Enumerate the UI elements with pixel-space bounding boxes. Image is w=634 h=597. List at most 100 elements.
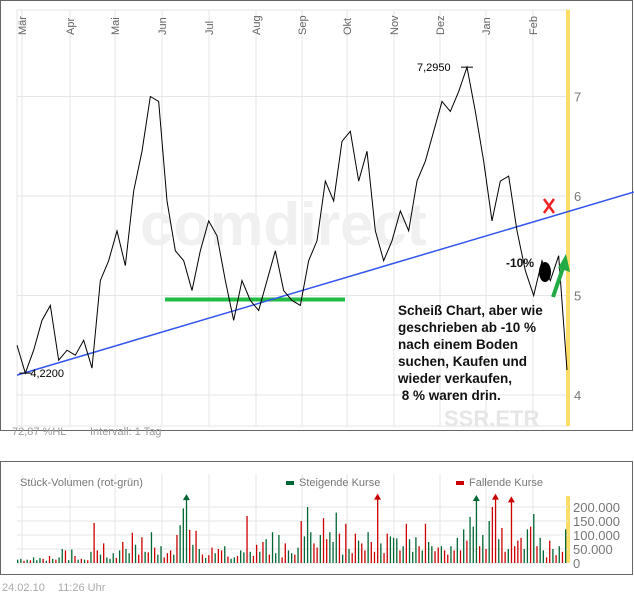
volume-bar xyxy=(77,559,79,563)
volume-bar xyxy=(271,532,274,563)
volume-bar xyxy=(450,546,452,563)
volume-bar xyxy=(220,550,223,563)
volume-bar xyxy=(380,543,382,563)
volume-bar xyxy=(55,559,57,563)
legend-label: Steigende Kurse xyxy=(299,477,380,489)
volume-bar xyxy=(217,549,220,563)
volume-bar xyxy=(52,558,54,563)
month-label: Sep xyxy=(297,15,309,35)
volume-bar xyxy=(157,554,159,563)
volume-tick-label: 100.000 xyxy=(573,528,620,543)
volume-bar xyxy=(23,560,25,563)
volume-bar xyxy=(367,532,369,563)
volume-bar xyxy=(185,499,188,563)
volume-bar xyxy=(447,554,449,563)
volume-bar xyxy=(74,556,76,563)
volume-bar xyxy=(17,559,19,563)
volume-bar xyxy=(466,540,468,563)
volume-bar xyxy=(482,535,484,563)
volume-bar xyxy=(275,553,277,563)
volume-bar xyxy=(421,550,423,563)
volume-bar xyxy=(160,546,162,563)
volume-tick-label: 50.000 xyxy=(573,542,613,557)
volume-bar xyxy=(233,557,235,563)
volume-bar xyxy=(533,514,535,563)
volume-bar xyxy=(227,556,229,563)
volume-bar xyxy=(39,557,41,563)
volume-bar xyxy=(488,521,490,563)
volume-bar xyxy=(243,552,245,563)
volume-bar xyxy=(99,554,102,563)
volume-bar xyxy=(42,558,44,563)
high-label: 7,2950 xyxy=(417,62,451,74)
volume-bar xyxy=(259,551,261,563)
volume-bar xyxy=(163,557,165,563)
month-label: Jun xyxy=(157,17,169,35)
volume-bar xyxy=(150,532,153,563)
month-label: Jul xyxy=(204,21,216,35)
volume-bar xyxy=(341,554,344,563)
volume-bar xyxy=(291,553,293,563)
volume-bar xyxy=(284,543,286,563)
volume-bar xyxy=(510,501,513,563)
volume-bar xyxy=(214,553,216,563)
volume-bar xyxy=(437,547,439,563)
volume-bar xyxy=(418,546,420,563)
volume-bar xyxy=(48,556,51,563)
volume-bar xyxy=(472,526,474,563)
volume-bar xyxy=(313,543,315,563)
volume-bar xyxy=(169,550,172,563)
volume-bar xyxy=(255,544,258,563)
volume-bar xyxy=(469,516,471,563)
volume-bar xyxy=(392,537,395,563)
volume-bar xyxy=(306,507,309,563)
volume-bar xyxy=(453,550,455,563)
volume-bar xyxy=(459,550,462,563)
volume-bar xyxy=(281,557,283,563)
volume-bar xyxy=(561,551,564,563)
volume-bar xyxy=(179,525,181,563)
volume-bar xyxy=(383,553,385,563)
volume-bar xyxy=(204,557,207,563)
volume-bar xyxy=(338,533,341,563)
low-label: 4,2200 xyxy=(30,368,64,380)
price-line xyxy=(16,65,568,375)
trend-line xyxy=(16,191,634,376)
volume-bar xyxy=(128,553,130,563)
volume-bar xyxy=(287,550,290,563)
volume-bar xyxy=(558,546,560,563)
volume-bar xyxy=(370,542,372,563)
volume-bar xyxy=(211,547,213,563)
volume-bar xyxy=(345,523,347,563)
volume-bar xyxy=(96,550,98,563)
volume-bar xyxy=(195,530,197,563)
volume-bar xyxy=(319,535,321,563)
volume-bar xyxy=(396,538,398,563)
volume-bar xyxy=(529,526,532,563)
month-label: Mär xyxy=(17,16,29,35)
volume-bar xyxy=(224,546,226,563)
volume-bar xyxy=(377,498,379,563)
volume-bar xyxy=(494,498,497,563)
volume-bar xyxy=(192,544,194,563)
volume-bar xyxy=(300,521,302,563)
volume-bar xyxy=(173,554,175,563)
volume-overflow-arrow-icon xyxy=(491,493,499,500)
volume-bar xyxy=(542,550,544,563)
volume-bar xyxy=(61,549,63,563)
volume-bar xyxy=(138,554,140,563)
volume-bar xyxy=(332,542,334,563)
volume-bar xyxy=(434,551,436,563)
volume-bar xyxy=(147,552,149,563)
volume-bar xyxy=(252,556,255,563)
volume-tick-label: 150.000 xyxy=(573,514,620,529)
volume-title: Stück-Volumen (rot-grün) xyxy=(20,477,143,489)
volume-bar xyxy=(268,554,270,563)
volume-bar xyxy=(412,551,414,563)
legend-swatch xyxy=(456,481,464,485)
annotation-pct: -10% xyxy=(506,256,534,270)
volume-bar xyxy=(316,547,318,563)
volume-bar xyxy=(354,533,357,563)
footer-timestamp: 24.02.10 11:26 Uhr xyxy=(2,582,115,594)
volume-bar xyxy=(166,553,169,563)
